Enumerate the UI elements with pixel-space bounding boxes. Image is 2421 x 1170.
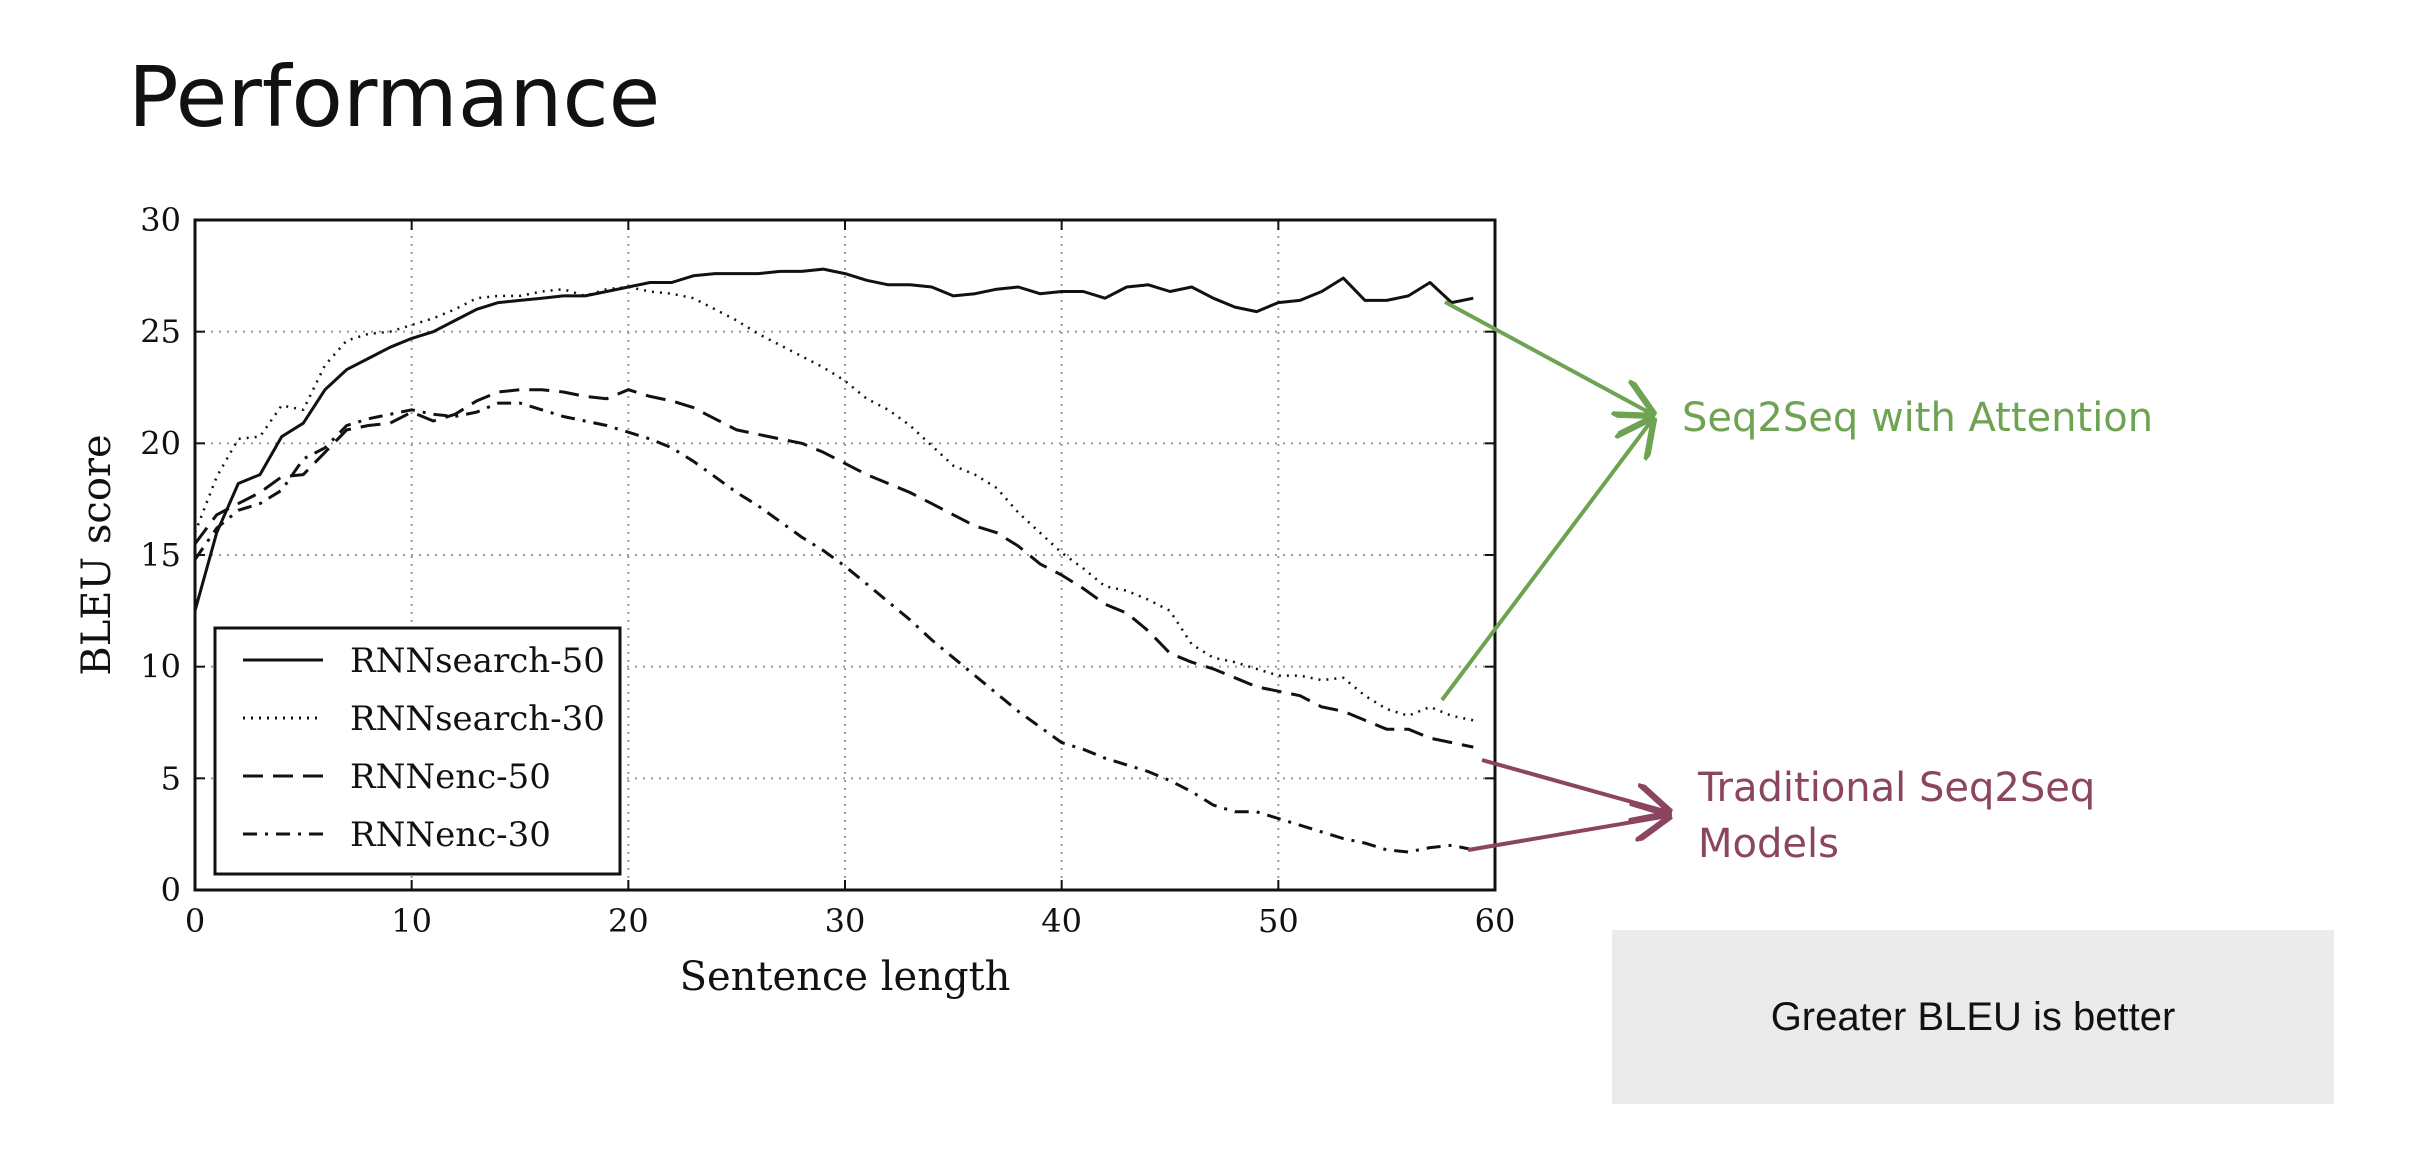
y-tick-label: 30 xyxy=(140,201,181,239)
series-line-rnnenc-30 xyxy=(193,401,1474,854)
y-tick-label: 5 xyxy=(161,759,181,797)
series-line-rnnenc-50 xyxy=(193,388,1474,749)
x-axis-label: Sentence length xyxy=(680,954,1011,1000)
y-tick-label: 25 xyxy=(140,313,181,351)
traditional-arrow-2 xyxy=(1467,816,1668,852)
legend-label: RNNenc-30 xyxy=(350,815,551,855)
y-tick-label: 20 xyxy=(140,424,181,462)
x-tick-label: 40 xyxy=(1041,902,1082,940)
y-tick-label: 15 xyxy=(140,536,181,574)
attention-annotation-label: Seq2Seq with Attention xyxy=(1682,395,2154,441)
annotation-arrows xyxy=(1440,300,1668,852)
traditional-annotation-label: Traditional Seq2Seq Models xyxy=(1698,765,2096,867)
x-tick-label: 10 xyxy=(391,902,432,940)
note-text: Greater BLEU is better xyxy=(1770,994,2176,1039)
x-tick-label: 20 xyxy=(608,902,649,940)
series-line-rnnsearch-50 xyxy=(193,267,1474,612)
chart-legend: RNNsearch-50 RNNsearch-30 RNNenc-50 RNNenc-… xyxy=(213,626,622,876)
legend-label: RNNenc-50 xyxy=(350,757,551,797)
y-tick-label: 10 xyxy=(140,648,181,686)
chart-ticks: 0 10 20 30 40 50 60 0 5 10 15 20 25 30 xyxy=(140,201,1515,940)
x-tick-label: 30 xyxy=(825,902,866,940)
attention-arrow-1 xyxy=(1444,300,1652,414)
attention-arrow-2 xyxy=(1440,420,1652,702)
traditional-arrow-1 xyxy=(1481,758,1668,812)
x-tick-label: 50 xyxy=(1258,902,1299,940)
note-box: Greater BLEU is better xyxy=(1612,930,2334,1104)
y-tick-label: 0 xyxy=(161,871,181,909)
legend-label: RNNsearch-50 xyxy=(350,641,605,681)
slide-title: Performance xyxy=(128,48,661,146)
legend-label: RNNsearch-30 xyxy=(350,699,605,739)
x-tick-label: 60 xyxy=(1475,902,1516,940)
y-axis-label: BLEU score xyxy=(74,434,120,675)
x-tick-label: 0 xyxy=(185,902,205,940)
chart-series xyxy=(193,267,1474,854)
